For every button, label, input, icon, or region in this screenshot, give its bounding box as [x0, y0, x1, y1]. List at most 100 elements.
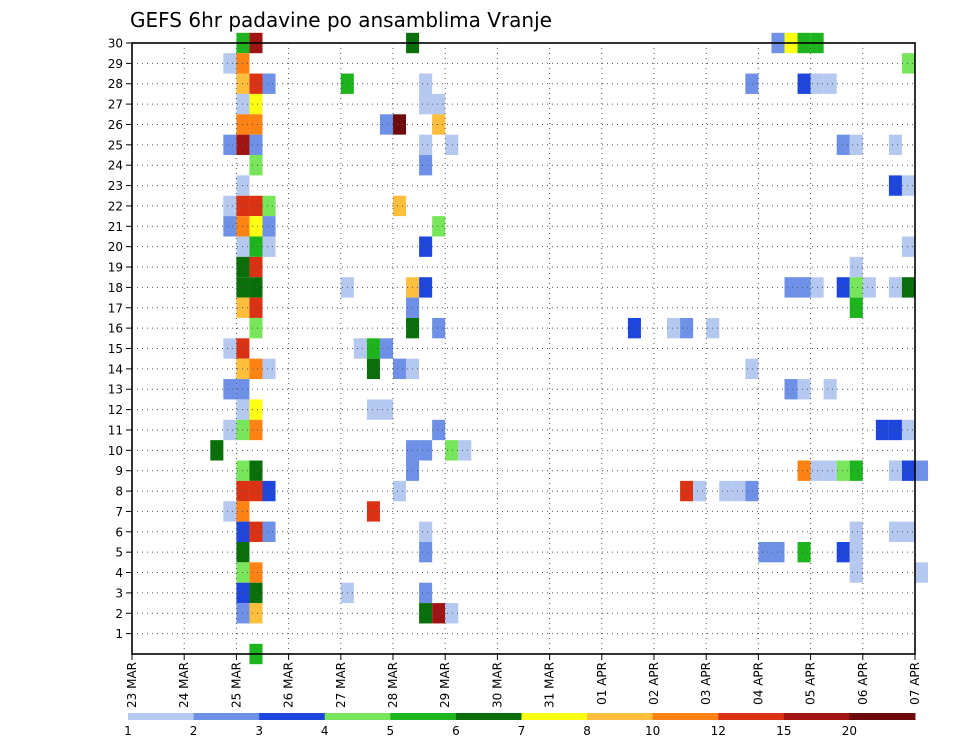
legend-label: 2	[190, 724, 198, 738]
y-tick-label: 25	[108, 138, 123, 152]
heatmap-cell	[393, 480, 407, 502]
heatmap-cell	[901, 277, 915, 298]
heatmap-cell	[262, 236, 276, 257]
heatmap-cell	[419, 93, 433, 115]
y-tick-label: 3	[115, 586, 123, 600]
heatmap-cell	[249, 216, 263, 237]
legend-label: 1	[124, 724, 132, 738]
heatmap-cell	[249, 155, 263, 176]
heatmap-cell	[393, 195, 407, 217]
y-tick-label: 2	[115, 607, 123, 621]
y-tick-label: 19	[108, 261, 123, 275]
y-tick-label: 7	[115, 505, 123, 519]
heatmap-cell	[901, 53, 915, 74]
heatmap-cell	[419, 603, 433, 624]
heatmap-cell	[849, 521, 863, 542]
x-tick-label: 27 MAR	[334, 662, 348, 708]
heatmap-cell	[393, 358, 407, 380]
heatmap-cell	[784, 379, 798, 400]
heatmap-cell	[223, 501, 237, 522]
heatmap-cell	[419, 582, 433, 604]
legend-label: 12	[711, 724, 726, 738]
x-tick-label: 26 MAR	[282, 662, 296, 708]
heatmap-cell	[758, 541, 772, 563]
heatmap-cell	[797, 460, 811, 481]
heatmap-cell	[366, 399, 380, 420]
heatmap-cell	[419, 155, 433, 176]
heatmap-cell	[432, 419, 446, 441]
y-tick-label: 5	[115, 546, 123, 560]
heatmap-cell	[432, 603, 446, 624]
legend-swatch	[128, 713, 195, 720]
heatmap-cell	[262, 521, 276, 542]
heatmap-cell	[223, 216, 237, 237]
heatmap-cell	[823, 379, 837, 400]
heatmap-cell	[366, 338, 380, 359]
heatmap-cell	[745, 358, 759, 380]
y-tick-label: 17	[108, 301, 123, 315]
heatmap-cell	[667, 317, 681, 339]
x-tick-label: 01 APR	[595, 662, 609, 705]
y-tick-label: 24	[108, 159, 123, 173]
heatmap-cell	[445, 603, 459, 624]
y-tick-label: 18	[108, 281, 123, 295]
heatmap-cell	[915, 562, 929, 583]
heatmap-cell	[249, 297, 263, 318]
heatmap-cell	[249, 399, 263, 420]
heatmap-cell	[419, 236, 433, 257]
legend-swatch	[390, 713, 457, 720]
heatmap-cell	[888, 277, 902, 298]
heatmap-cell	[249, 603, 263, 624]
x-tick-label: 24 MAR	[177, 662, 191, 708]
legend-label: 4	[321, 724, 329, 738]
heatmap-cell	[836, 460, 850, 481]
heatmap-cell	[797, 541, 811, 563]
heatmap-cell	[849, 562, 863, 583]
heatmap-cell	[915, 460, 929, 481]
heatmap-cell	[719, 480, 733, 502]
heatmap-cell	[693, 480, 707, 502]
heatmap-cell	[823, 460, 837, 481]
y-tick-label: 13	[108, 383, 123, 397]
x-tick-label: 03 APR	[699, 662, 713, 705]
heatmap-cell	[249, 73, 263, 94]
x-tick-label: 05 APR	[804, 662, 818, 705]
heatmap-cell	[249, 236, 263, 257]
heatmap-cell	[262, 216, 276, 237]
heatmap-cell	[888, 460, 902, 481]
heatmap-cell	[836, 277, 850, 298]
heatmap-cell	[445, 440, 459, 461]
heatmap-cell	[849, 541, 863, 563]
heatmap-cell	[419, 73, 433, 94]
heatmap-cell	[223, 134, 237, 156]
heatmap-cells	[210, 32, 929, 665]
legend-swatch	[652, 713, 719, 720]
legend-label: 10	[645, 724, 660, 738]
y-tick-label: 9	[115, 464, 123, 478]
heatmap-cell	[627, 317, 641, 339]
y-tick-label: 21	[108, 220, 123, 234]
heatmap-cell	[901, 521, 915, 542]
y-tick-label: 4	[115, 566, 123, 580]
y-tick-label: 6	[115, 525, 123, 539]
y-tick-label: 27	[108, 98, 123, 112]
legend-label: 8	[583, 724, 591, 738]
y-tick-label: 28	[108, 77, 123, 91]
y-tick-label: 20	[108, 240, 123, 254]
heatmap-cell	[797, 379, 811, 400]
heatmap-cell	[210, 440, 224, 461]
legend-swatch	[587, 713, 654, 720]
heatmap-cell	[784, 277, 798, 298]
heatmap-cell	[393, 114, 407, 135]
y-tick-label: 8	[115, 485, 123, 499]
y-tick-label: 10	[108, 444, 123, 458]
x-tick-label: 31 MAR	[543, 662, 557, 708]
legend-label: 5	[387, 724, 395, 738]
heatmap-cell	[680, 480, 694, 502]
legend-swatch	[783, 713, 850, 720]
heatmap-cell	[249, 480, 263, 502]
heatmap-cell	[901, 175, 915, 196]
heatmap-cell	[901, 419, 915, 441]
heatmap-cell	[836, 541, 850, 563]
